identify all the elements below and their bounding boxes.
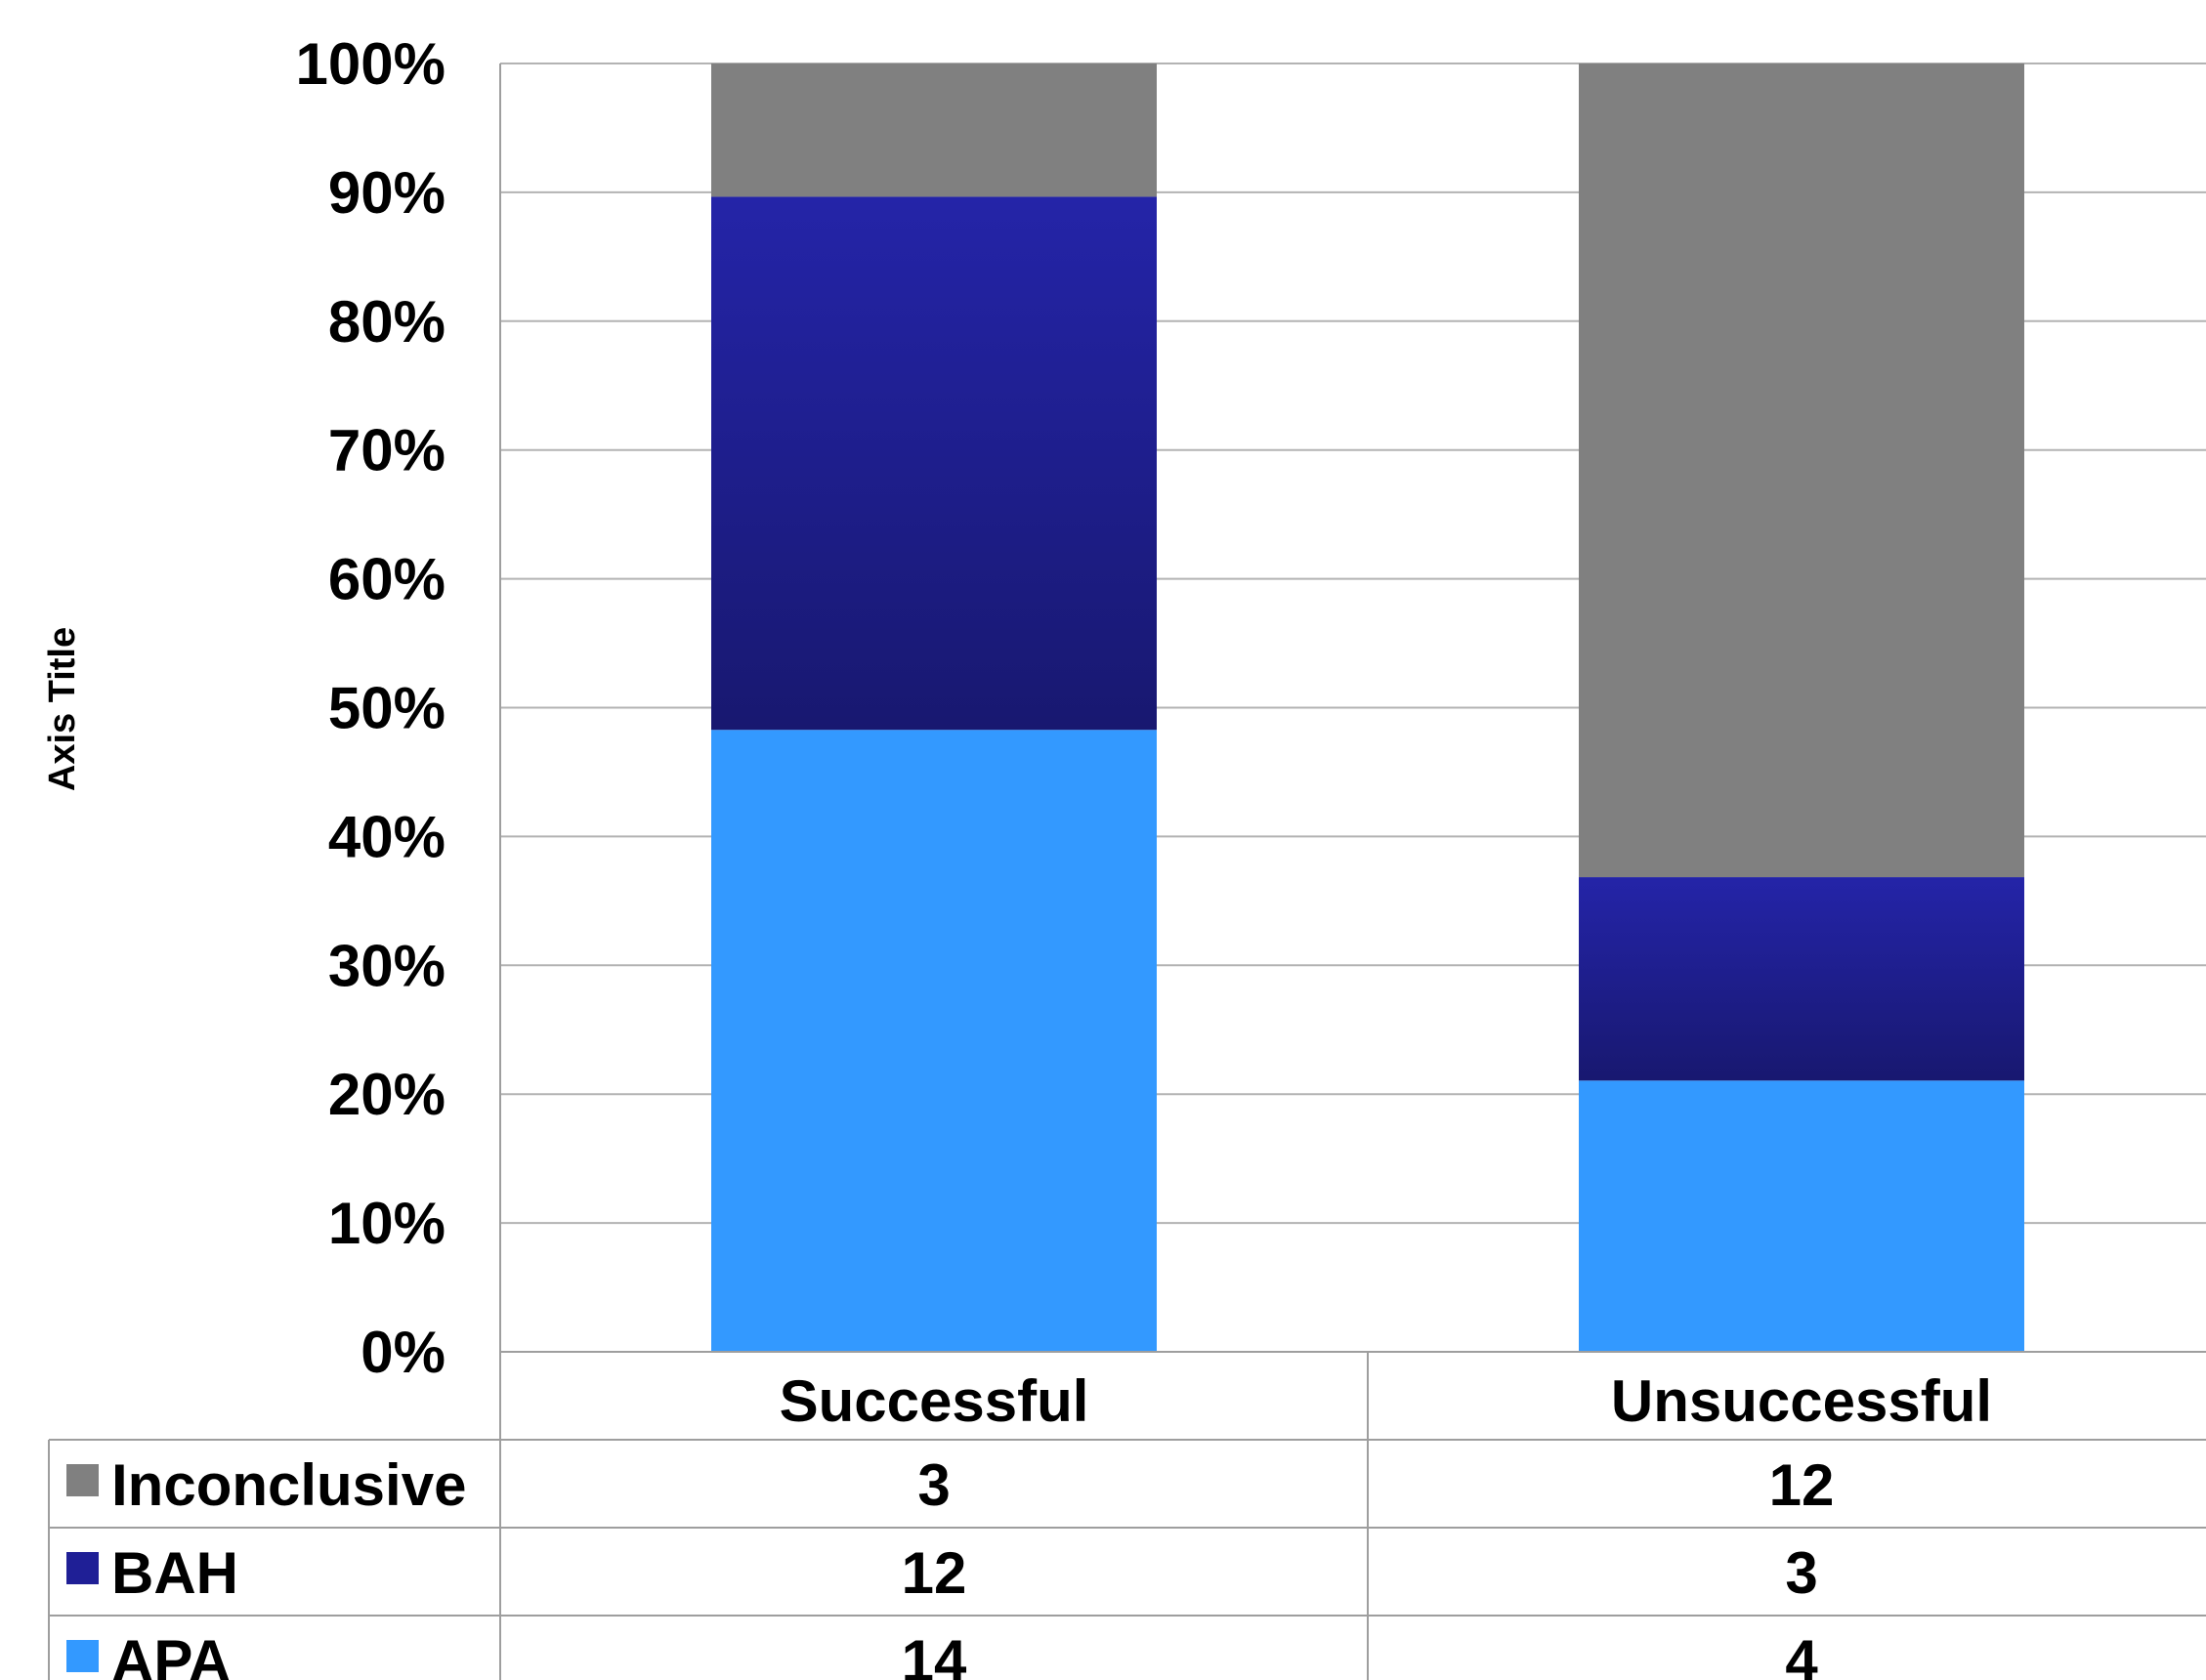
bar-segment-inconclusive-unsuccessful (1579, 63, 2024, 878)
table-cell-value: 12 (1769, 1452, 1835, 1518)
y-tick-label: 50% (328, 676, 445, 741)
y-tick-label: 0% (361, 1320, 445, 1385)
x-category-label: Unsuccessful (1611, 1368, 1992, 1434)
y-tick-label: 90% (328, 160, 445, 226)
bar-segment-bah-successful (711, 196, 1157, 731)
table-cell-value: 14 (902, 1628, 967, 1680)
bars (711, 63, 2024, 1352)
legend-key-apa (66, 1640, 99, 1672)
y-axis-tick-labels: 0% 10% 20% 30% 40% 50% 60% 70% 80% 90% 100% (296, 31, 445, 1385)
table-row-label: Inconclusive (111, 1452, 466, 1518)
bar-segment-apa-unsuccessful (1579, 1080, 2024, 1352)
bar-segment-inconclusive-successful (711, 63, 1157, 197)
legend-key-bah (66, 1552, 99, 1584)
y-tick-label: 60% (328, 547, 445, 612)
y-tick-label: 70% (328, 418, 445, 483)
y-axis-title: Axis Title (42, 627, 83, 791)
y-tick-label: 40% (328, 804, 445, 869)
x-category-label: Successful (780, 1368, 1089, 1434)
table-cell-value: 3 (1785, 1540, 1817, 1606)
bar-segment-bah-unsuccessful (1579, 877, 2024, 1081)
table-cell-value: 12 (902, 1540, 967, 1606)
y-tick-label: 100% (296, 31, 445, 97)
table-cell-value: 4 (1785, 1628, 1818, 1680)
y-tick-label: 20% (328, 1062, 445, 1127)
table-row-label: BAH (111, 1540, 238, 1606)
y-tick-label: 30% (328, 933, 445, 998)
y-tick-label: 80% (328, 289, 445, 355)
table-row-label: APA (111, 1628, 231, 1680)
legend-key-inconclusive (66, 1464, 99, 1496)
y-tick-label: 10% (328, 1191, 445, 1256)
table-cell-value: 3 (917, 1452, 950, 1518)
bar-segment-apa-successful (711, 730, 1157, 1352)
data-table: Successful Unsuccessful Inconclusive 3 12 BAH… (48, 1351, 2206, 1680)
